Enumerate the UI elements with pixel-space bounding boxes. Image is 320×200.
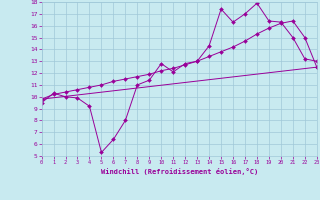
X-axis label: Windchill (Refroidissement éolien,°C): Windchill (Refroidissement éolien,°C): [100, 168, 258, 175]
